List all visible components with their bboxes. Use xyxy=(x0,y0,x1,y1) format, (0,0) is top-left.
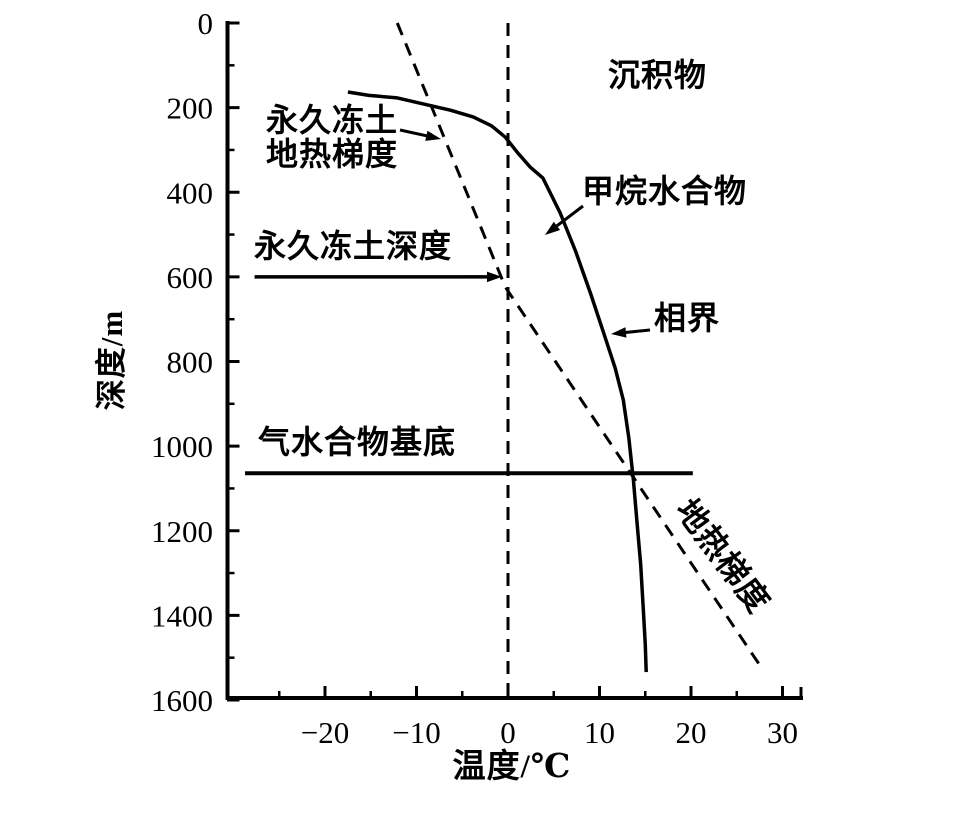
y-tick-label-1000: 1000 xyxy=(151,429,213,464)
permafrost-geotherm-label: 永久冻土 地热梯度 xyxy=(266,103,398,171)
y-tick-label-600: 600 xyxy=(167,260,214,295)
permafrost-geotherm-label-line2: 地热梯度 xyxy=(266,136,399,172)
methane-hydrate-label: 甲烷水合物 xyxy=(582,173,748,209)
phase-boundary-arrow-head xyxy=(611,327,627,338)
x-tick-label--20: −20 xyxy=(301,715,349,750)
sediment-label: 沉积物 xyxy=(608,57,708,93)
methane-hydrate-arrow-head xyxy=(545,221,561,235)
permafrost-depth-label: 永久冻土深度 xyxy=(254,228,453,264)
x-axis-title: 温度/℃ xyxy=(452,749,572,785)
geotherm-line xyxy=(395,22,765,672)
y-tick-label-1400: 1400 xyxy=(151,598,213,633)
y-tick-label-1600: 1600 xyxy=(151,683,213,718)
y-tick-label-800: 800 xyxy=(167,345,214,380)
phase-boundary-label: 相界 xyxy=(654,300,721,336)
methane-hydrate-arrow-shaft xyxy=(554,204,584,229)
y-tick-label-400: 400 xyxy=(167,175,214,210)
hydrate-base-label: 气水合物基底 xyxy=(258,424,457,460)
x-tick-label-30: 30 xyxy=(767,715,798,750)
permafrost-geotherm-label-line1: 永久冻土 xyxy=(266,102,399,138)
phase-boundary-curve-line xyxy=(347,90,648,673)
y-tick-label-1200: 1200 xyxy=(151,514,213,549)
y-tick-label-200: 200 xyxy=(167,91,214,126)
y-axis-title: 深度/m xyxy=(94,309,129,411)
permafrost-depth-arrow-head xyxy=(486,271,502,283)
phase-boundary-arrow-shaft xyxy=(623,328,651,335)
x-tick-label-20: 20 xyxy=(676,715,707,750)
permafrost-geotherm-arrow-shaft xyxy=(399,128,429,138)
x-tick-label-0: 0 xyxy=(500,715,516,750)
permafrost-geotherm-arrow-head xyxy=(425,130,441,141)
x-tick-label-10: 10 xyxy=(584,715,615,750)
y-tick-label-0: 0 xyxy=(198,6,214,41)
x-tick-label--10: −10 xyxy=(392,715,440,750)
